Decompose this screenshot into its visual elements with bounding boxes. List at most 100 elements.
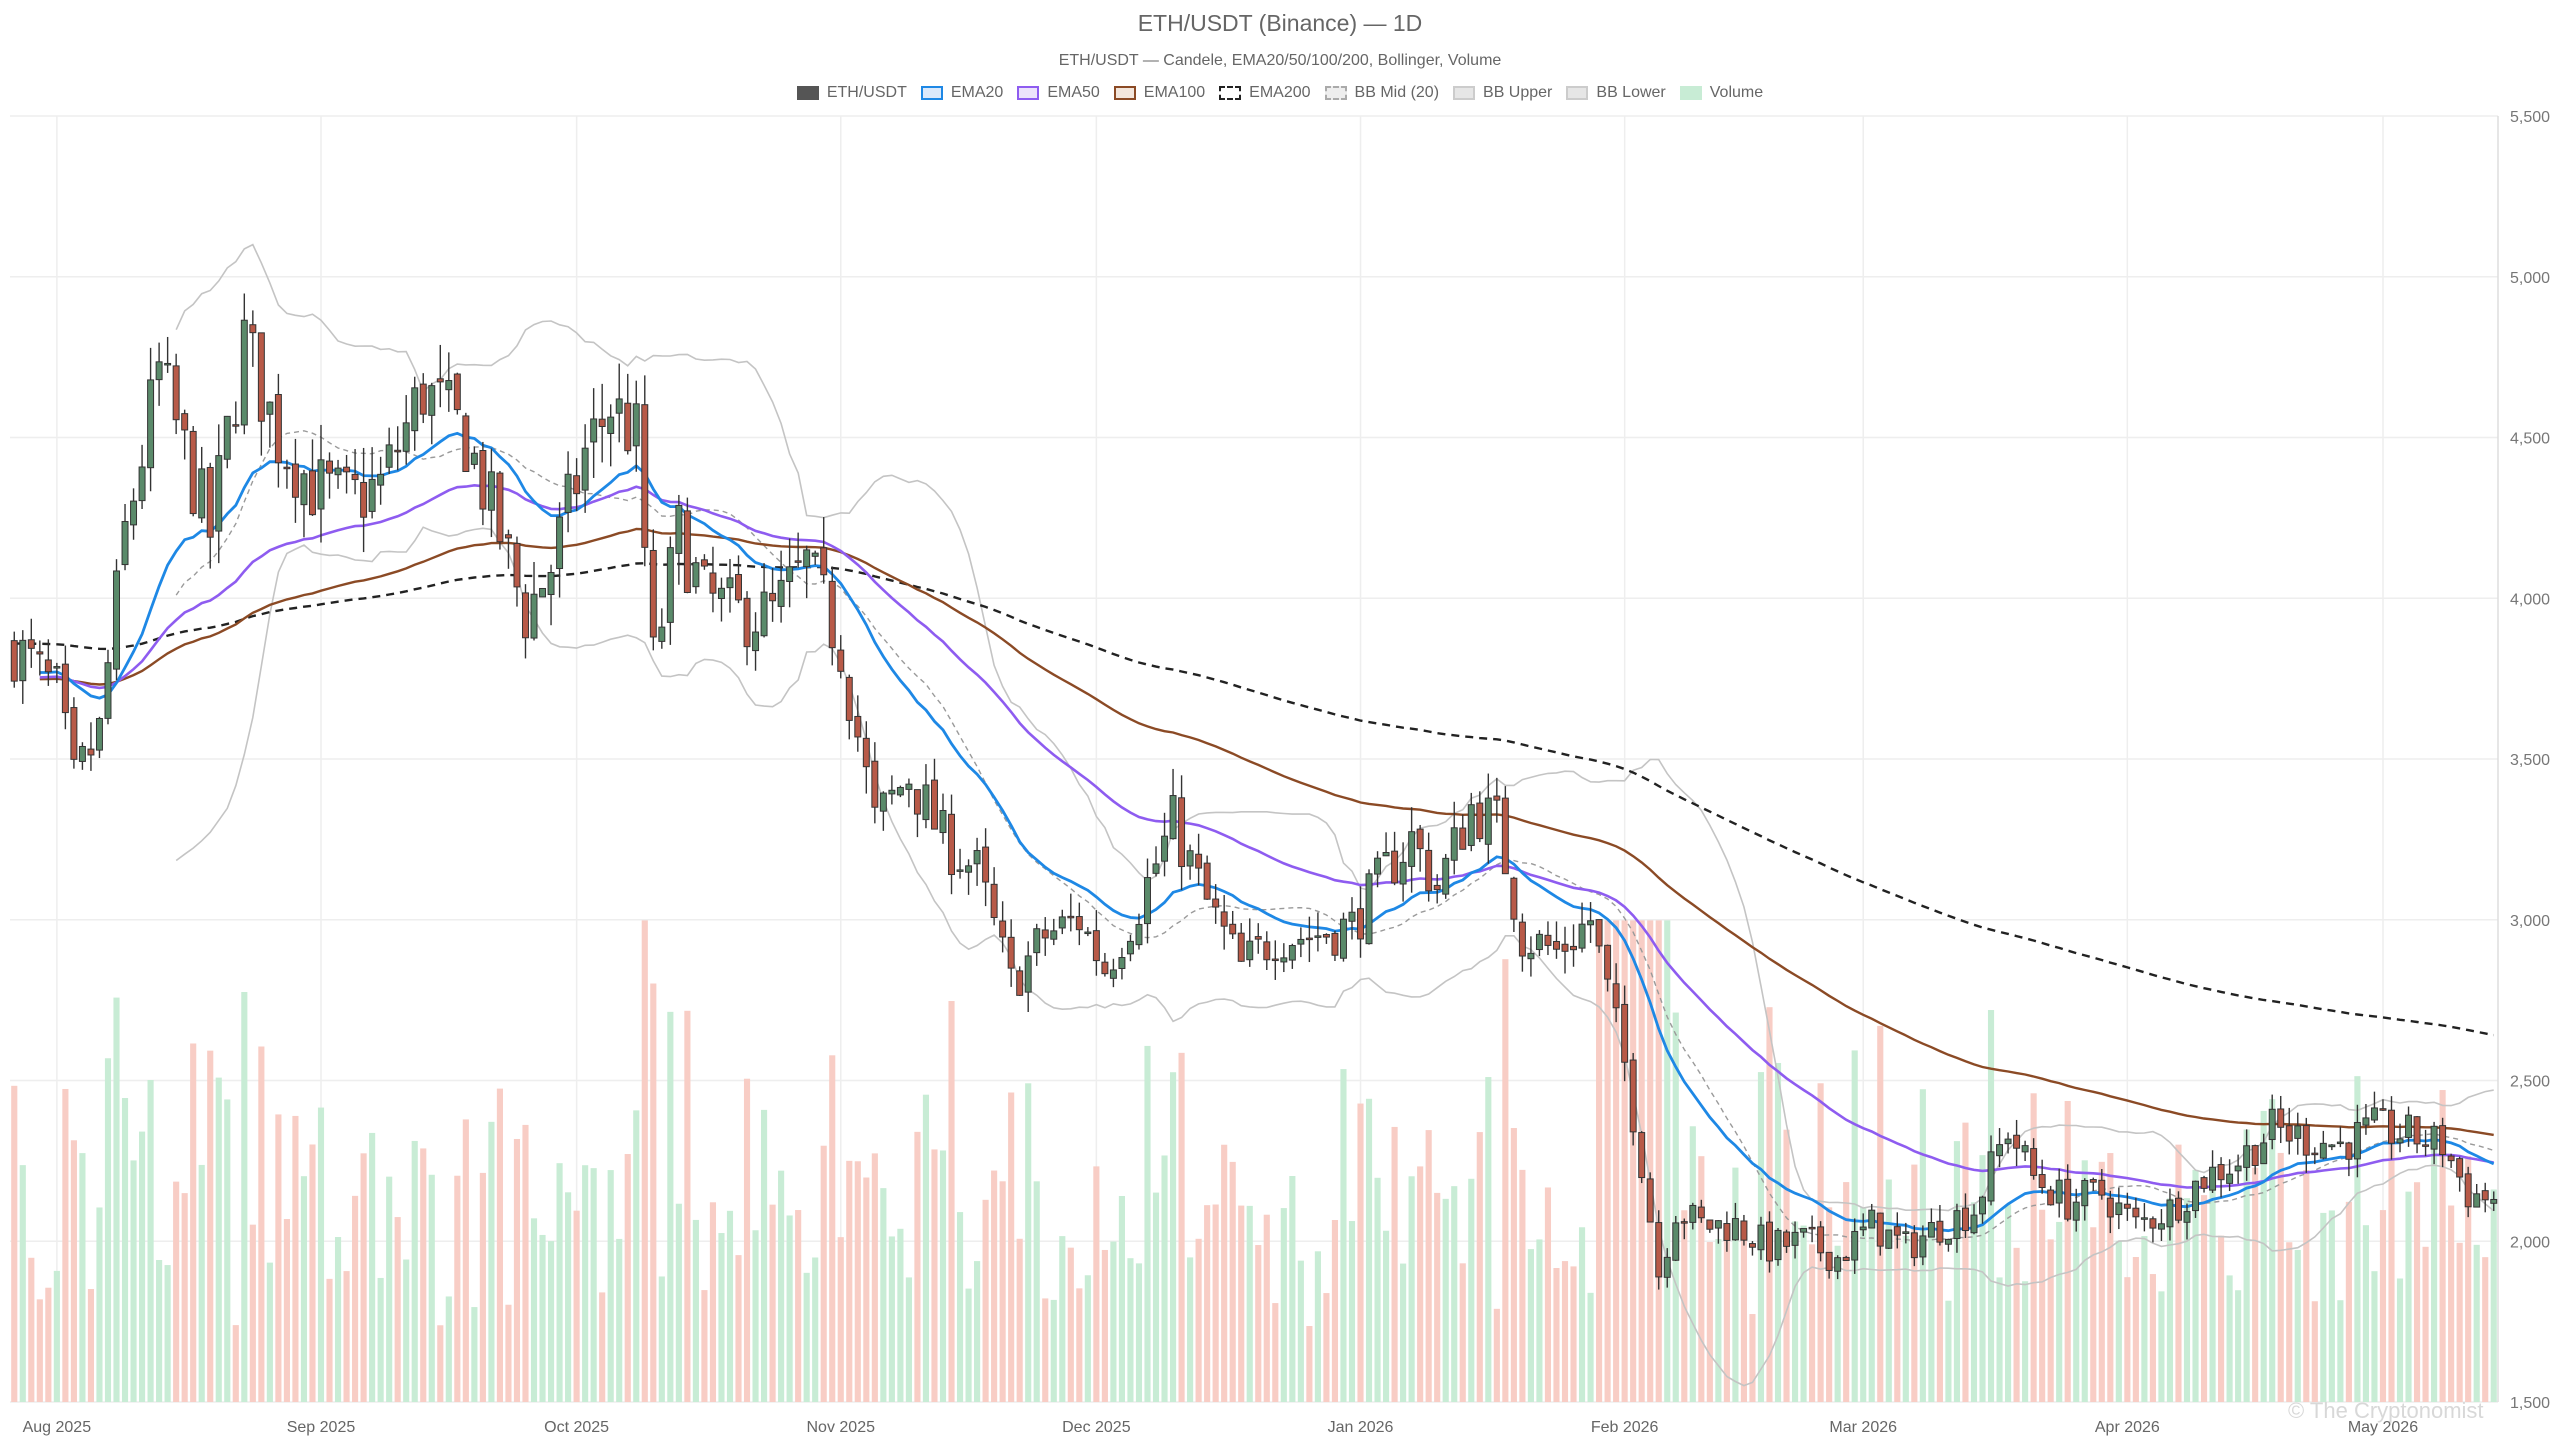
legend-item[interactable]: BB Lower: [1566, 84, 1666, 102]
candle-body: [215, 455, 223, 532]
volume-bar: [1195, 1238, 1202, 1402]
volume-bar: [147, 1079, 154, 1402]
legend-item[interactable]: EMA50: [1017, 84, 1100, 102]
candle-body: [453, 373, 461, 411]
candle-body: [1374, 857, 1382, 875]
legend-swatch: [1324, 86, 1347, 100]
volume-bar: [1655, 920, 1662, 1402]
candle-body: [1817, 1226, 1825, 1254]
legend-label: ETH/USDT: [826, 84, 907, 101]
candle-body: [1075, 916, 1083, 931]
candle-body: [2209, 1166, 2217, 1191]
candle-body: [2456, 1158, 2464, 1178]
volume-bar: [590, 1168, 597, 1402]
candle-body: [769, 592, 777, 602]
candle-body: [564, 473, 572, 513]
volume-bar: [369, 1132, 376, 1402]
legend-item[interactable]: EMA20: [920, 84, 1004, 102]
volume-bar: [2396, 1278, 2404, 1402]
volume-bar: [1263, 1214, 1270, 1402]
candle-body: [2021, 1145, 2029, 1153]
legend-item[interactable]: ETH/USDT: [796, 84, 907, 102]
volume-bar: [1485, 1077, 1492, 1402]
x-tick-label: Apr 2026: [2095, 1419, 2160, 1436]
candle-body: [2285, 1125, 2293, 1142]
y-tick-label: 4,000: [2510, 591, 2550, 608]
volume-bar: [931, 1149, 938, 1402]
volume-bar: [1723, 1230, 1730, 1402]
candle-body: [1868, 1209, 1876, 1229]
candle-body: [317, 459, 325, 510]
candle-body: [1791, 1231, 1799, 1246]
volume-bar: [761, 1109, 768, 1402]
ema100-line: [39, 527, 2494, 1137]
volume-bar: [394, 1217, 401, 1402]
candle-body: [1731, 1218, 1739, 1241]
volume-bar: [1800, 1225, 1807, 1402]
legend-label: EMA20: [950, 84, 1004, 101]
candle-body: [1961, 1207, 1969, 1232]
candle-body: [2226, 1173, 2234, 1184]
candle-body: [709, 572, 717, 594]
x-tick-label: Mar 2026: [1829, 1419, 1897, 1436]
volume-bar: [258, 1046, 265, 1402]
candle-body: [999, 920, 1007, 938]
volume-bar: [2115, 1240, 2122, 1402]
candle-body: [1041, 929, 1049, 939]
candle-body: [291, 463, 299, 498]
volume-bar: [956, 1212, 964, 1402]
candle-body: [530, 593, 538, 639]
candle-body: [113, 570, 120, 670]
legend-item[interactable]: BB Upper: [1453, 84, 1552, 102]
candle-body: [44, 659, 52, 673]
volume-bar: [1374, 1177, 1381, 1402]
volume-bar: [360, 1153, 367, 1402]
volume-bar: [2149, 1274, 2156, 1402]
candle-body: [462, 415, 470, 473]
volume-bar: [1297, 1260, 1304, 1402]
legend-item[interactable]: EMA100: [1113, 84, 1205, 102]
volume-bar: [667, 1011, 674, 1402]
candle-body: [539, 587, 547, 598]
candle-body: [1348, 911, 1356, 922]
volume-bar: [820, 1145, 827, 1402]
volume-bar: [633, 1110, 640, 1402]
candle-body: [240, 319, 248, 426]
candle-body: [752, 631, 760, 652]
candle-body: [2123, 1203, 2131, 1209]
candle-body: [666, 547, 674, 623]
candle-body: [777, 579, 785, 607]
volume-bar: [573, 1210, 580, 1402]
candle-body: [2055, 1179, 2063, 1204]
candle-body: [334, 467, 342, 476]
candle-body: [1885, 1229, 1893, 1249]
volume-bar: [1493, 1308, 1500, 1402]
legend-item[interactable]: Volume: [1679, 84, 1763, 102]
candle-body: [786, 566, 794, 582]
volume-bar: [854, 1161, 861, 1402]
candle-body: [1876, 1212, 1884, 1247]
volume-bar: [1936, 1223, 1943, 1402]
volume-bar: [1902, 1235, 1909, 1402]
candle-body: [2106, 1197, 2114, 1218]
volume-bar: [104, 1058, 112, 1402]
candle-body: [794, 560, 802, 563]
volume-bar: [888, 1236, 895, 1402]
y-tick-label: 3,500: [2510, 752, 2550, 769]
volume-bar: [1272, 1303, 1279, 1402]
volume-bar: [2473, 1244, 2480, 1402]
candle-body: [1339, 918, 1347, 959]
candle-body: [1927, 1222, 1935, 1238]
candle-body: [2413, 1116, 2421, 1145]
legend-item[interactable]: BB Mid (20): [1324, 84, 1439, 102]
legend-item[interactable]: EMA200: [1219, 84, 1311, 102]
volume-bar: [2465, 1156, 2472, 1402]
volume-bar: [241, 992, 248, 1402]
volume-bar: [1527, 1249, 1534, 1402]
volume-bar: [1212, 1204, 1219, 1402]
candle-body: [1842, 1256, 1850, 1261]
volume-bar: [377, 1277, 384, 1402]
candle-body: [360, 481, 368, 518]
candle-body: [743, 597, 751, 648]
volume-bar: [2439, 1090, 2446, 1402]
